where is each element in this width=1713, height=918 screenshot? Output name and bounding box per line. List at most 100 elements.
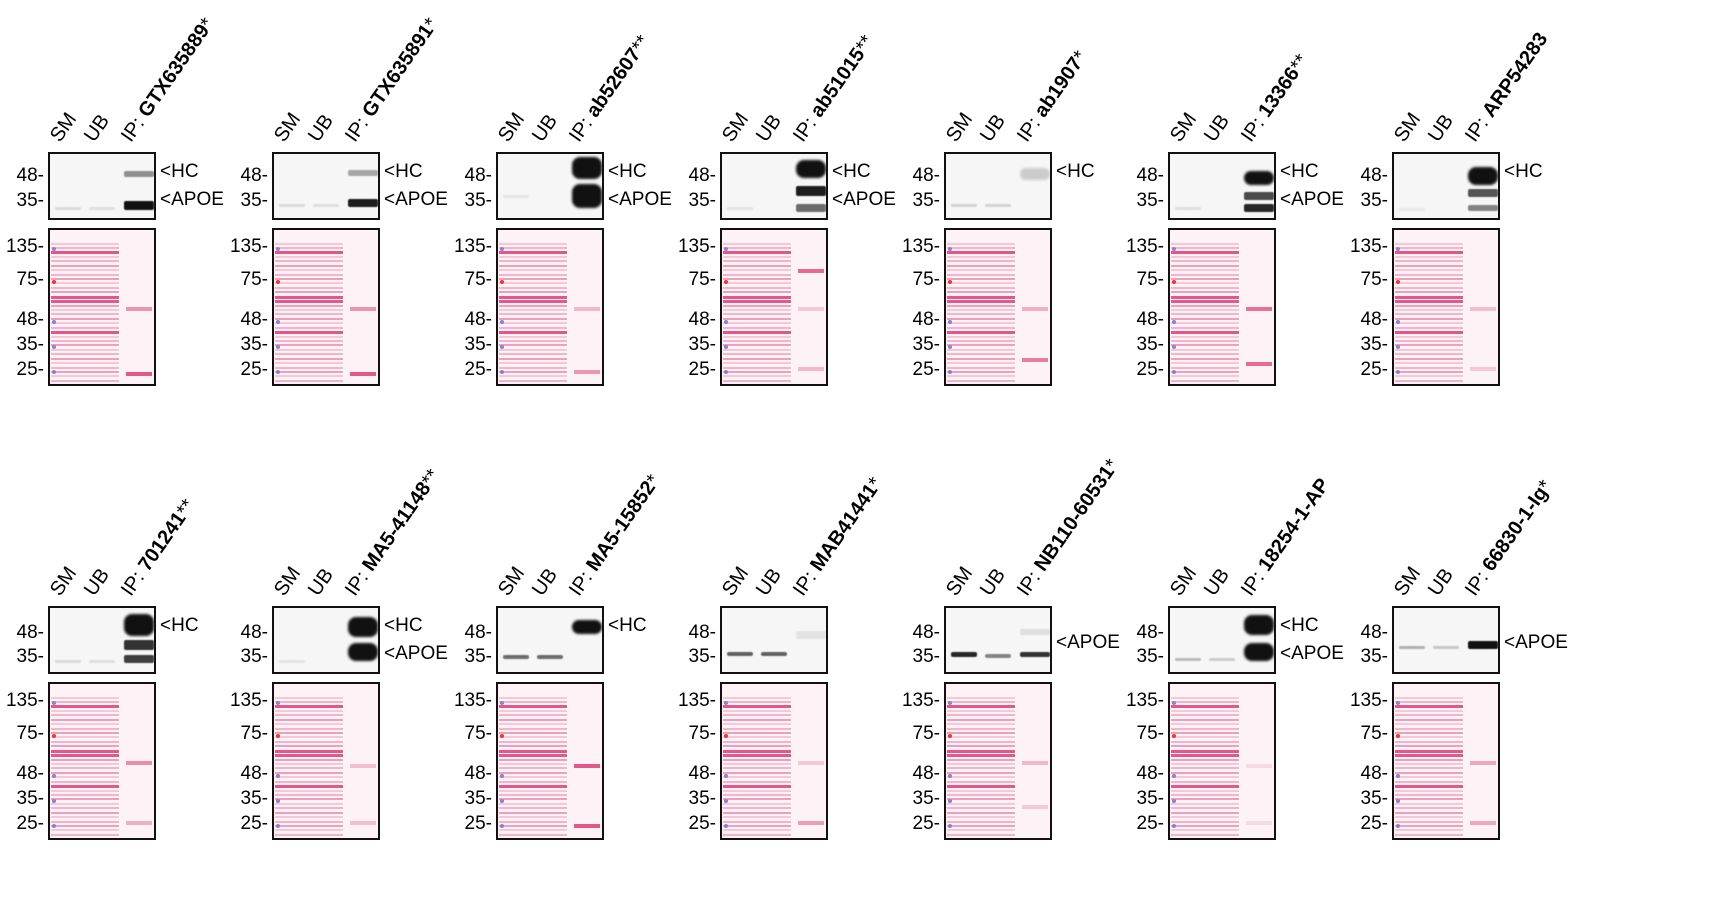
western-band <box>1208 657 1235 661</box>
western-band <box>795 204 826 213</box>
stain-band <box>947 705 982 709</box>
stain-band <box>51 709 86 712</box>
stain-band <box>947 366 982 369</box>
stain-band <box>532 366 567 369</box>
lane-label-text: UB <box>1423 564 1458 600</box>
stain-band <box>84 754 119 758</box>
mw-marker-western: 48- <box>1136 622 1164 644</box>
stain-band <box>1395 242 1430 245</box>
stain-band <box>532 749 567 753</box>
stain-band <box>51 295 86 299</box>
stain-band <box>756 833 791 836</box>
stain-band <box>756 807 791 810</box>
stain-band <box>947 776 982 779</box>
stain-band <box>1395 379 1430 382</box>
stain-band-ip <box>1021 357 1048 362</box>
stain-band <box>947 824 982 827</box>
stain-band <box>723 242 758 245</box>
stain-band <box>980 242 1015 245</box>
stain-band <box>51 780 86 783</box>
stain-band <box>947 789 982 792</box>
ladder-dot <box>724 319 728 324</box>
stain-band-ip <box>573 824 600 829</box>
stain-band <box>1171 727 1206 730</box>
stain-band <box>1204 295 1239 299</box>
stain-band <box>1428 273 1463 276</box>
stain-band <box>1204 745 1239 748</box>
stain-band <box>51 820 86 823</box>
stain-band <box>532 763 567 765</box>
stain-band <box>947 798 982 801</box>
stain-band <box>1171 379 1206 382</box>
stain-band-ip <box>1469 367 1496 372</box>
lane-label-text: SM <box>942 108 978 146</box>
stain-band <box>499 749 534 753</box>
stain-band <box>308 824 343 827</box>
stain-band <box>1428 344 1463 347</box>
mw-marker-stain: 25- <box>16 359 44 381</box>
stain-band <box>1171 366 1206 369</box>
stain-band <box>84 273 119 276</box>
stain-band <box>1395 740 1430 743</box>
stain-band <box>275 833 310 836</box>
lane-label-text: IP: <box>788 113 821 146</box>
mw-marker-stain: 25- <box>464 813 492 835</box>
stain-band <box>275 335 310 338</box>
stain-band <box>308 740 343 743</box>
stain-band <box>1428 379 1463 382</box>
stain-band <box>947 718 982 721</box>
stain-band <box>499 798 534 801</box>
stain-band-ip <box>1245 821 1272 826</box>
stain-band <box>51 767 86 770</box>
stain-band <box>499 379 534 382</box>
ladder-dot <box>1396 280 1400 285</box>
stain-band <box>980 780 1015 783</box>
lane-label-sm: SM <box>270 109 305 146</box>
ladder-dot <box>948 280 952 285</box>
stain-band <box>275 348 310 351</box>
ladder-dot <box>52 798 56 803</box>
stain-band <box>84 802 119 805</box>
stain-band <box>947 732 982 735</box>
lane-label-ub: UB <box>528 565 562 600</box>
stain-band <box>723 295 758 299</box>
ponceau-stain-panel <box>1392 228 1500 386</box>
stain-band <box>756 348 791 351</box>
lane-label-text: UB <box>79 564 114 600</box>
stain-band <box>84 286 119 289</box>
stain-band <box>532 732 567 735</box>
lane-label-ub: UB <box>976 565 1010 600</box>
stain-band <box>947 701 982 704</box>
stain-band <box>275 758 310 761</box>
stain-band <box>51 696 86 699</box>
stain-band <box>499 331 534 335</box>
stain-band <box>275 816 310 819</box>
stain-band <box>1428 322 1463 325</box>
stain-band <box>947 785 982 789</box>
stain-band <box>1395 736 1430 739</box>
stain-band <box>756 740 791 743</box>
stain-band <box>275 295 310 299</box>
stain-band <box>532 754 567 758</box>
stain-band <box>723 816 758 819</box>
stain-band <box>947 309 982 311</box>
stain-band <box>499 732 534 735</box>
western-band <box>795 186 826 197</box>
stain-band <box>980 740 1015 743</box>
stain-band <box>499 709 534 712</box>
stain-band <box>308 291 343 294</box>
apoe-annotation: <APOE <box>608 188 672 210</box>
stain-band <box>1395 749 1430 753</box>
stain-band <box>1395 811 1430 814</box>
ladder-dot <box>1396 370 1400 375</box>
stain-band <box>723 282 758 285</box>
stain-band <box>756 322 791 325</box>
stain-band <box>1171 375 1206 378</box>
western-band <box>1243 204 1274 213</box>
stain-band <box>51 357 86 360</box>
stain-band <box>84 269 119 272</box>
western-band <box>1243 643 1274 662</box>
lane-label-ip: IP: 701241** <box>117 495 199 600</box>
western-band <box>1467 166 1498 185</box>
stain-band <box>723 789 758 792</box>
